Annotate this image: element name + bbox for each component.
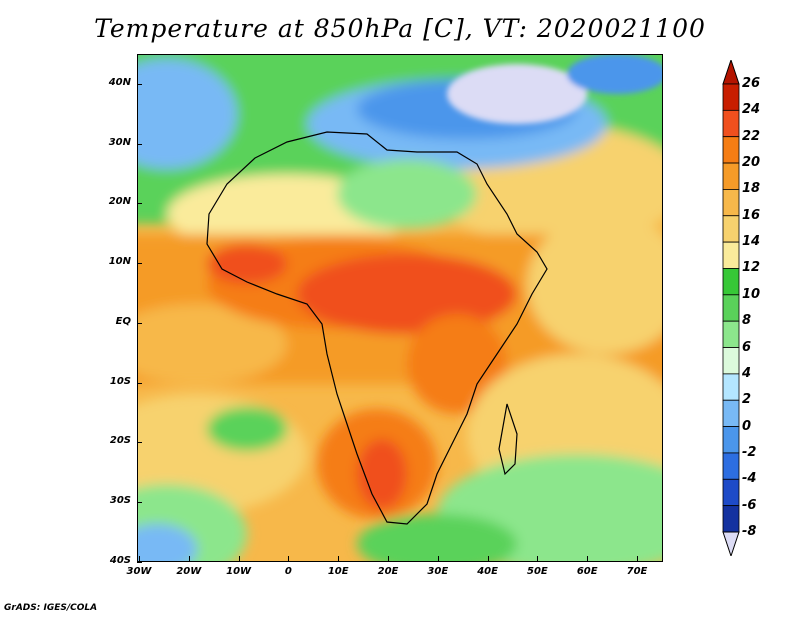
lat-tick [137, 442, 142, 444]
colorbar-label: 6 [742, 339, 752, 355]
colorbar-segment [722, 505, 740, 533]
lon-tick [637, 556, 638, 561]
colorbar-segment [722, 426, 740, 454]
lon-tick [188, 556, 190, 561]
colorbar-segment [722, 162, 740, 190]
lon-tick [437, 556, 439, 561]
lat-label: 40S [109, 554, 131, 566]
lon-tick [537, 556, 539, 561]
lon-label: 50E [527, 566, 548, 577]
lon-tick [139, 556, 140, 561]
lat-tick [137, 322, 142, 324]
lat-tick [137, 382, 142, 384]
colorbar-segment [722, 320, 740, 348]
lat-label: EQ [115, 315, 131, 327]
colorbar-segment [722, 136, 740, 164]
lat-label: 20N [108, 196, 131, 208]
lon-label: 30W [126, 566, 152, 577]
colorbar-label: 10 [742, 286, 761, 302]
lat-tick [137, 143, 142, 145]
lon-label: 70E [626, 566, 648, 577]
lat-tick [137, 84, 142, 85]
colorbar-label: 20 [742, 155, 761, 171]
colorbar-label: 0 [742, 418, 752, 434]
lon-label: 10W [226, 566, 252, 577]
colorbar-label: -4 [742, 471, 757, 487]
colorbar-label: 22 [742, 128, 761, 144]
colorbar-bottom-triangle [722, 531, 740, 558]
lat-label: 30N [108, 136, 131, 148]
colorbar-segment [722, 478, 740, 507]
colorbar-label: -2 [742, 444, 757, 460]
colorbar-label: 26 [742, 76, 761, 91]
lat-label: 40N [108, 77, 131, 88]
colorbar-label: 24 [742, 102, 761, 118]
colorbar-label: 16 [742, 207, 761, 223]
colorbar-segment [722, 347, 740, 375]
lon-label: 30E [427, 566, 449, 577]
lat-tick [137, 203, 142, 205]
colorbar-label: -8 [742, 524, 757, 539]
colorbar-label: 4 [742, 365, 752, 381]
colorbar-segment [722, 452, 740, 480]
lon-tick [338, 556, 340, 561]
colorbar-label: 8 [742, 313, 752, 329]
colorbar-segment [722, 109, 740, 138]
cold-core [447, 54, 663, 124]
colorbar [722, 58, 740, 558]
lat-label: 20S [109, 435, 131, 447]
colorbar-label: 14 [742, 234, 761, 250]
colorbar-segment [722, 215, 740, 243]
colorbar-segment [722, 241, 740, 269]
lat-tick [137, 501, 142, 503]
map-title: Temperature at 850hPa [C], VT: 202002110… [94, 14, 706, 43]
colorbar-segment [722, 399, 740, 427]
colorbar-segment [722, 189, 740, 217]
lon-tick [487, 556, 489, 561]
colorbar-label: -6 [742, 497, 757, 513]
colorbar-label: 12 [742, 260, 761, 276]
colorbar-top-triangle [722, 58, 740, 85]
lat-label: 10N [108, 256, 131, 268]
colorbar-segment [722, 294, 740, 322]
lon-label: 0 [284, 566, 292, 577]
coastlines [206, 131, 548, 525]
lon-tick [288, 556, 290, 561]
lon-label: 20W [176, 566, 202, 577]
lon-label: 60E [576, 566, 598, 577]
lat-label: 30S [109, 494, 131, 506]
lon-tick [238, 556, 240, 561]
lon-tick [587, 556, 589, 561]
temperature-map [137, 54, 663, 562]
lon-tick [388, 556, 389, 561]
lon-label: 20E [377, 566, 399, 577]
credit-text: GrADS: IGES/COLA [4, 603, 98, 613]
colorbar-segment [722, 83, 740, 111]
lat-label: 10S [109, 375, 131, 387]
colorbar-label: 18 [742, 181, 761, 197]
colorbar-segment [722, 373, 740, 401]
temperature-field [137, 54, 663, 562]
colorbar-label: 2 [742, 392, 752, 408]
lat-tick [137, 561, 142, 563]
lon-label: 40E [477, 566, 498, 577]
lat-tick [137, 263, 142, 265]
lon-label: 10E [327, 566, 349, 577]
colorbar-segment [722, 268, 740, 296]
